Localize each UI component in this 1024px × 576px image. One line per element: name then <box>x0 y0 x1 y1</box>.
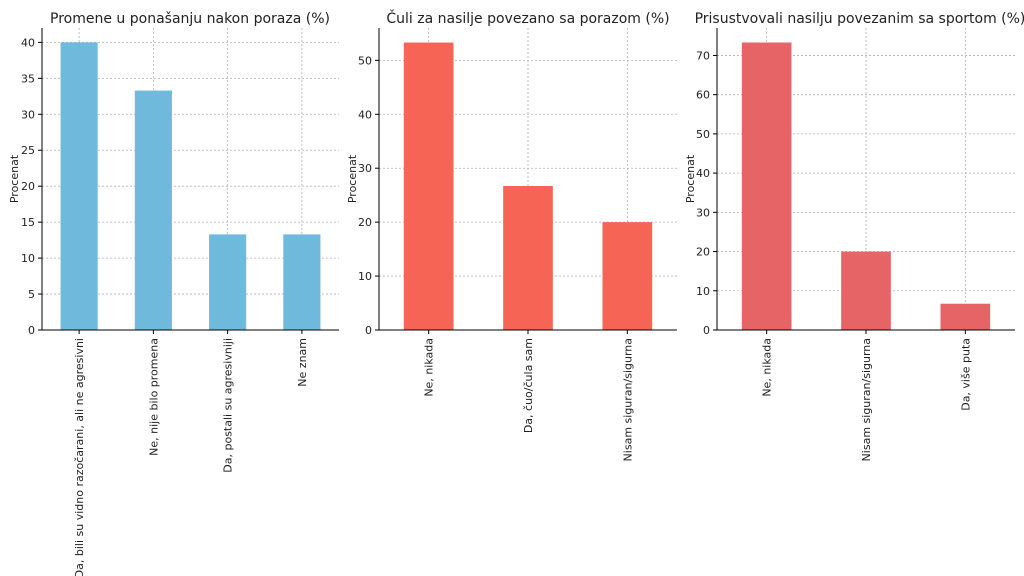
y-tick-label: 0 <box>365 324 372 337</box>
bar-3 <box>602 222 653 330</box>
chart-title: Promene u ponašanju nakon poraza (%) <box>50 11 330 27</box>
y-axis-label: Procenat <box>8 154 21 203</box>
bar-1 <box>403 42 454 330</box>
chart-2: 0 10 20 30 40 50 Ne, nikada Da, čuo/čula sam Nis… <box>346 9 677 461</box>
y-tick-label: 10 <box>696 285 710 298</box>
x-tick-label: Nisam siguran/sigurna <box>621 338 634 461</box>
y-tick-label: 25 <box>21 144 35 157</box>
y-tick-label: 0 <box>28 324 35 337</box>
y-tick-label: 35 <box>21 72 35 85</box>
y-tick-label: 50 <box>358 54 372 67</box>
y-tick-label: 20 <box>21 180 35 193</box>
bar-2 <box>503 186 553 330</box>
y-tick-label: 70 <box>696 49 710 62</box>
y-tick-label: 10 <box>358 270 372 283</box>
x-tick-label: Nisam siguran/sigurna <box>860 338 873 461</box>
y-tick-label: 30 <box>358 162 372 175</box>
y-tick-label: 15 <box>21 216 35 229</box>
x-tick-label: Ne znam <box>296 338 309 387</box>
y-tick-label: 40 <box>696 167 710 180</box>
y-tick-label: 60 <box>696 89 710 102</box>
y-tick-label: 30 <box>696 206 710 219</box>
chart-1: 0 5 10 15 20 25 30 35 40 Da, bili su vidno razoča… <box>8 11 339 576</box>
bar-2 <box>841 251 891 330</box>
x-tick-label: Da, bili su vidno razočarani, ali ne agr… <box>73 338 86 576</box>
x-tick-label: Ne, nikada <box>423 338 436 397</box>
y-tick-label: 30 <box>21 108 35 121</box>
y-tick-label: 0 <box>703 324 710 337</box>
bar-1 <box>60 42 98 330</box>
bar-1 <box>741 42 792 330</box>
x-tick-label: Da, postali su agresivniji <box>222 338 235 473</box>
chart-3: 0 10 20 30 40 50 60 70 Ne, nikada Nisam siguran/s… <box>684 11 1024 461</box>
y-tick-label: 40 <box>21 36 35 49</box>
y-tick-label: 5 <box>28 288 35 301</box>
x-tick-label: Ne, nije bilo promena <box>147 338 160 456</box>
chart-title: Prisustvovali nasilju povezanim sa sport… <box>695 11 1024 27</box>
bar-3 <box>940 303 991 330</box>
y-tick-label: 20 <box>696 246 710 259</box>
bar-3 <box>209 234 247 330</box>
y-tick-label: 20 <box>358 216 372 229</box>
bar-4 <box>283 234 321 330</box>
x-tick-label: Da, čuo/čula sam <box>522 338 535 433</box>
chart-title: Čuli za nasilje povezano sa porazom (%) <box>386 9 669 27</box>
x-tick-label: Da, više puta <box>959 338 972 411</box>
y-axis-label: Procenat <box>346 154 359 203</box>
bar-2 <box>134 90 172 330</box>
y-tick-label: 50 <box>696 128 710 141</box>
y-tick-label: 40 <box>358 108 372 121</box>
y-axis-label: Procenat <box>684 154 697 203</box>
x-tick-label: Ne, nikada <box>761 338 774 397</box>
y-tick-label: 10 <box>21 252 35 265</box>
